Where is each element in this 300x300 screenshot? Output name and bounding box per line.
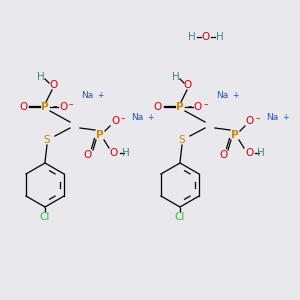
Text: O: O [110, 148, 118, 158]
Text: H: H [122, 148, 130, 158]
Text: O: O [19, 102, 27, 112]
Text: H: H [257, 148, 265, 158]
Text: +: + [147, 112, 153, 122]
Text: +: + [282, 112, 288, 122]
Text: H: H [216, 32, 224, 42]
Text: Cl: Cl [175, 212, 185, 222]
Text: O: O [194, 102, 202, 112]
Text: –: – [256, 115, 260, 124]
Text: Na: Na [266, 112, 278, 122]
Text: O: O [219, 150, 227, 160]
Text: O: O [246, 116, 254, 126]
Text: P: P [41, 102, 49, 112]
Text: H: H [188, 32, 196, 42]
Text: –: – [204, 100, 208, 109]
Text: S: S [179, 135, 185, 145]
Text: –: – [53, 103, 57, 112]
Text: O: O [59, 102, 67, 112]
Text: Na: Na [131, 112, 143, 122]
Text: P: P [231, 130, 239, 140]
Text: S: S [44, 135, 50, 145]
Text: –: – [121, 115, 125, 124]
Text: –: – [188, 103, 192, 112]
Text: +: + [232, 91, 238, 100]
Text: O: O [245, 148, 253, 158]
Text: Cl: Cl [40, 212, 50, 222]
Text: P: P [176, 102, 184, 112]
Text: O: O [202, 32, 210, 42]
Text: Na: Na [216, 91, 228, 100]
Text: P: P [96, 130, 104, 140]
Text: O: O [184, 80, 192, 90]
Text: O: O [111, 116, 119, 126]
Text: H: H [37, 72, 45, 82]
Text: O: O [154, 102, 162, 112]
Text: +: + [97, 91, 103, 100]
Text: O: O [84, 150, 92, 160]
Text: Na: Na [81, 91, 93, 100]
Text: H: H [172, 72, 180, 82]
Text: –: – [69, 100, 73, 109]
Text: O: O [49, 80, 57, 90]
